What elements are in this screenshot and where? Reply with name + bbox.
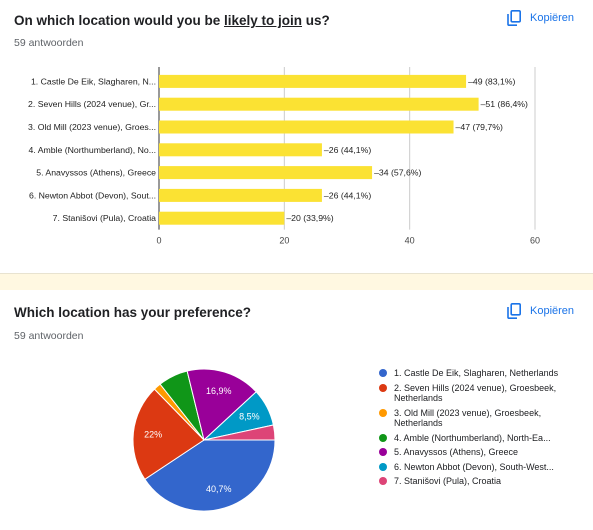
category-label: 6. Newton Abbot (Devon), Sout... [29, 190, 156, 200]
question-2-response-count: 59 antwoorden [14, 330, 84, 342]
question-1-title-prefix: On which location would you be [14, 13, 225, 28]
question-1-title: On which location would you be likely to… [14, 13, 330, 28]
bar [159, 188, 322, 202]
legend-item: 4. Amble (Northumberland), North-Ea... [379, 433, 589, 444]
copy-button-2-label: Kopiëren [530, 305, 575, 317]
question-1-title-underlined: likely to join [224, 13, 303, 28]
legend-item: 6. Newton Abbot (Devon), South-West... [379, 462, 589, 473]
legend-swatch [379, 433, 387, 442]
question-card-1: On which location would you be likely to… [14, 10, 575, 246]
category-label: 5. Anavyssos (Athens), Greece [36, 168, 156, 178]
category-label: 3. Old Mill (2023 venue), Groes... [28, 122, 156, 132]
data-label: –26 (44,1%) [324, 145, 371, 155]
question-2-title: Which location has your preference? [14, 305, 252, 320]
legend-swatch [379, 408, 387, 417]
legend-swatch [379, 477, 387, 485]
legend-item: 1. Castle De Eik, Slagharen, Netherlands [379, 368, 589, 379]
copy-button-1-label: Kopiëren [530, 12, 575, 24]
legend-label: 2. Seven Hills (2024 venue), Groesbeek, … [394, 382, 557, 404]
legend-item: 3. Old Mill (2023 venue), Groesbeek, Net… [379, 408, 589, 429]
legend-label: 4. Amble (Northumberland), North-Ea... [394, 432, 551, 443]
category-label: 1. Castle De Eik, Slagharen, N... [31, 76, 156, 86]
copy-button-1[interactable]: Kopiëren [507, 10, 574, 26]
data-label: –47 (79,7%) [456, 122, 503, 132]
legend-label: 1. Castle De Eik, Slagharen, Netherlands [394, 368, 559, 378]
copy-button-2[interactable]: Kopiëren [507, 303, 574, 319]
legend-swatch [379, 462, 387, 471]
legend-label: 7. Stanišovi (Pula), Croatia [394, 476, 502, 486]
legend-swatch [379, 369, 387, 377]
data-label: –34 (57,6%) [374, 168, 421, 178]
data-label: –51 (86,4%) [481, 99, 528, 109]
bar-chart: 0 20 40 60 1. Castle De Eik, Slagharen, N...… [28, 67, 540, 246]
legend-label: 6. Newton Abbot (Devon), South-West... [394, 461, 554, 472]
legend-label: 5. Anavyssos (Athens), Greece [394, 447, 519, 457]
copy-icon [507, 303, 521, 319]
category-label: 7. Stanišovi (Pula), Croatia [53, 213, 156, 223]
copy-icon [507, 10, 521, 26]
section-divider [0, 273, 593, 290]
data-label: –26 (44,1%) [324, 190, 371, 200]
category-label: 2. Seven Hills (2024 venue), Gr... [28, 99, 156, 109]
legend-swatch [379, 448, 387, 456]
x-tick-label: 40 [405, 236, 415, 246]
bar [159, 120, 454, 134]
x-tick-label: 60 [530, 236, 540, 246]
legend-swatch [379, 383, 387, 392]
category-label: 4. Amble (Northumberland), No... [29, 145, 156, 155]
question-1-response-count: 59 antwoorden [14, 37, 84, 49]
x-tick-label: 0 [156, 236, 161, 246]
legend-item: 5. Anavyssos (Athens), Greece [379, 447, 589, 458]
bar [159, 211, 285, 225]
legend-item: 2. Seven Hills (2024 venue), Groesbeek, … [379, 383, 589, 404]
bar [159, 74, 467, 88]
question-card-2: Which location has your preference? 59 a… [0, 290, 593, 530]
legend-label: 3. Old Mill (2023 venue), Groesbeek, Net… [394, 407, 542, 429]
bar [159, 97, 479, 111]
question-1-title-suffix: us? [302, 13, 330, 28]
data-label: –49 (83,1%) [468, 76, 515, 86]
bar [159, 166, 373, 180]
data-label: –20 (33,9%) [286, 213, 333, 223]
bar [159, 143, 322, 157]
legend-item: 7. Stanišovi (Pula), Croatia [379, 476, 589, 487]
x-tick-label: 20 [279, 236, 289, 246]
pie-legend: 1. Castle De Eik, Slagharen, Netherlands… [379, 368, 589, 491]
